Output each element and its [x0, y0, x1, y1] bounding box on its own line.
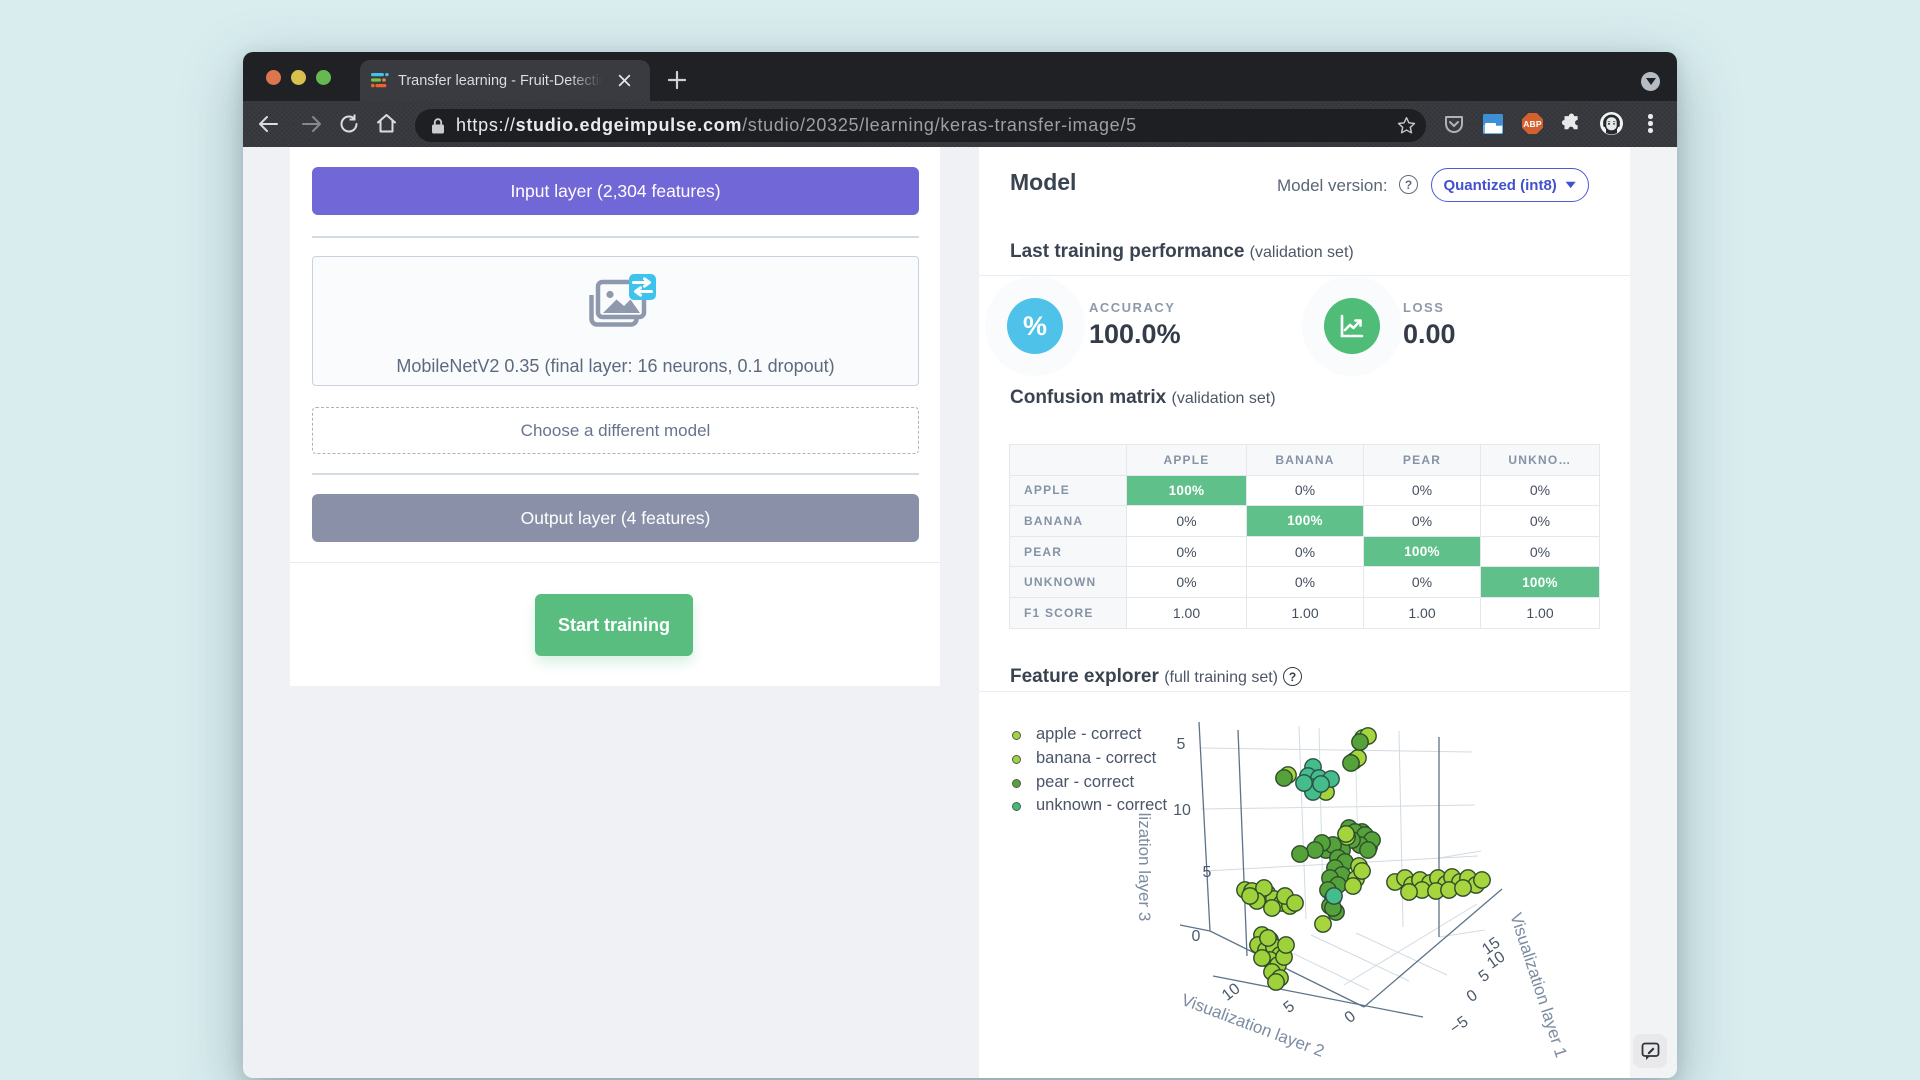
svg-text:Visualization layer 1: Visualization layer 1 [1506, 910, 1571, 1059]
svg-text:10: 10 [1219, 980, 1244, 1004]
svg-text:lization layer 3: lization layer 3 [1135, 813, 1154, 922]
svg-text:0: 0 [1192, 928, 1201, 945]
svg-text:10: 10 [1173, 802, 1191, 819]
svg-text:5: 5 [1281, 998, 1299, 1017]
svg-text:5: 5 [1476, 967, 1493, 986]
svg-text:5: 5 [1177, 736, 1186, 753]
svg-text:0: 0 [1342, 1008, 1360, 1027]
svg-text:−5: −5 [1447, 1013, 1472, 1037]
svg-text:Visualization layer 2: Visualization layer 2 [1179, 990, 1327, 1061]
svg-text:0: 0 [1464, 987, 1481, 1006]
svg-text:5: 5 [1203, 864, 1212, 881]
